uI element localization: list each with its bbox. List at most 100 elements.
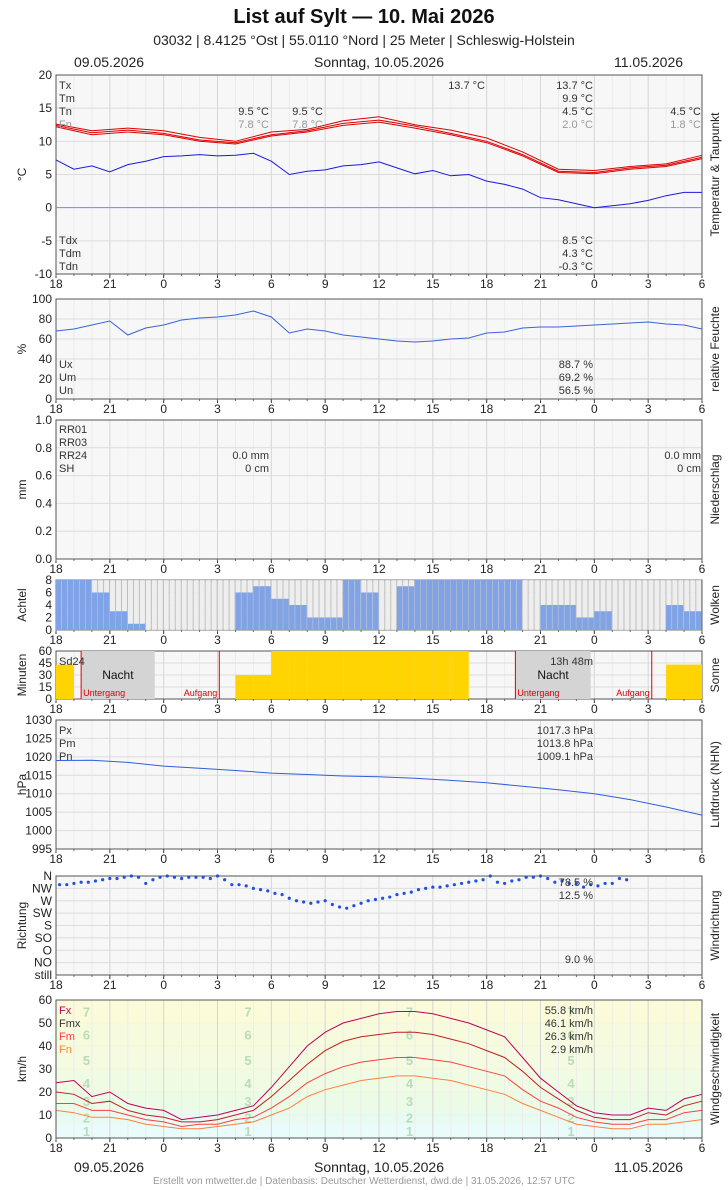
cloud-bar bbox=[289, 605, 295, 630]
temperature-xtick-label: 0 bbox=[591, 277, 598, 291]
pressure-legend-label: Px bbox=[59, 725, 72, 737]
humidity-ylabel: % bbox=[15, 343, 29, 354]
cloud-bar bbox=[492, 580, 499, 630]
beaufort-label: 6 bbox=[83, 1028, 90, 1043]
precip-day1-value: 0 cm bbox=[245, 463, 269, 475]
sunshine-xtick-label: 6 bbox=[268, 702, 275, 716]
wind-dir-point bbox=[373, 897, 378, 902]
sun-legend-label: Sd24 bbox=[59, 656, 85, 668]
precipitation-xtick-label: 18 bbox=[49, 562, 63, 576]
station-subtitle: 03032 | 8.4125 °Ost | 55.0110 °Nord | 25… bbox=[153, 32, 575, 48]
wind_speed-xtick-label: 21 bbox=[534, 1141, 548, 1155]
beaufort-label: 7 bbox=[567, 1005, 574, 1020]
temp-day-value: 13.7 °C bbox=[556, 80, 593, 92]
temp-day-value: 9.9 °C bbox=[562, 93, 593, 105]
cloud-bar bbox=[373, 592, 379, 630]
wind-dir-point bbox=[546, 876, 550, 881]
wind-dir-point bbox=[79, 880, 83, 884]
cloud-empty-bar bbox=[630, 579, 636, 631]
precipitation-ytick-label: 0.8 bbox=[35, 441, 52, 455]
humidity-xtick-label: 3 bbox=[645, 402, 652, 416]
humidity-ytick-label: 0 bbox=[45, 392, 52, 406]
wind_speed-xtick-label: 6 bbox=[268, 1141, 275, 1155]
wind-dir-point bbox=[388, 895, 392, 899]
cloud-bar bbox=[283, 598, 289, 630]
sunshine-xtick-label: 21 bbox=[103, 702, 117, 716]
cloud-bar bbox=[253, 586, 259, 630]
wind_speed-xtick-label: 18 bbox=[49, 1141, 63, 1155]
precip-legend-label: RR24 bbox=[59, 450, 87, 462]
wind-dir-point bbox=[409, 890, 413, 894]
beaufort-label: 6 bbox=[244, 1028, 251, 1043]
wind-dir-point bbox=[510, 879, 514, 883]
wind-dir-point bbox=[316, 900, 320, 904]
wind-dir-pct-2: 12.5 % bbox=[559, 890, 593, 902]
wind-dir-point bbox=[402, 891, 406, 895]
temperature-xtick-label: 3 bbox=[214, 277, 221, 291]
cloud-empty-bar bbox=[175, 579, 182, 631]
temp-day-value: 2.0 °C bbox=[562, 119, 593, 131]
temperature-xtick-label: 21 bbox=[103, 277, 117, 291]
beaufort-label: 6 bbox=[406, 1028, 413, 1043]
cloud-bar bbox=[510, 580, 516, 630]
wind-dir-point bbox=[151, 878, 155, 882]
humidity-value: 56.5 % bbox=[559, 385, 593, 397]
wind_direction-xtick-label: 21 bbox=[534, 978, 548, 992]
cloud-bar bbox=[432, 580, 439, 630]
precip-legend-label: SH bbox=[59, 463, 74, 475]
night-label: Nacht bbox=[537, 668, 569, 682]
cloud-bar bbox=[546, 605, 552, 630]
beaufort-label: 6 bbox=[567, 1028, 574, 1043]
cloud-bar bbox=[355, 580, 361, 630]
temperature-xtick-label: 9 bbox=[322, 277, 329, 291]
cloud-bar bbox=[582, 617, 588, 630]
beaufort-label: 3 bbox=[406, 1094, 413, 1109]
wind-dir-pct-1: 78.5 % bbox=[559, 877, 593, 889]
cloud-bar bbox=[121, 611, 128, 630]
pressure-xtick-label: 9 bbox=[322, 852, 329, 866]
cloud-empty-bar bbox=[384, 579, 391, 631]
precipitation-xtick-label: 3 bbox=[214, 562, 221, 576]
cloud-bar bbox=[684, 611, 690, 630]
precip-legend-label: RR01 bbox=[59, 424, 87, 436]
sunset-label: Untergang bbox=[83, 688, 125, 698]
wind_direction-ytick-label: W bbox=[41, 894, 53, 908]
precipitation-xtick-label: 3 bbox=[645, 562, 652, 576]
wind-dir-point bbox=[187, 875, 191, 879]
beaufort-label: 4 bbox=[406, 1076, 414, 1091]
clouds-xtick-label: 9 bbox=[322, 633, 329, 647]
wind-dir-point bbox=[180, 876, 184, 881]
cloud-empty-bar bbox=[390, 579, 397, 631]
humidity-xtick-label: 21 bbox=[103, 402, 117, 416]
wind-legend-label: Fx bbox=[59, 1005, 72, 1017]
precipitation-ytick-label: 0.0 bbox=[35, 552, 52, 566]
temp-series-tx bbox=[55, 116, 703, 172]
cloud-bar bbox=[468, 580, 475, 630]
wind-dir-point bbox=[395, 892, 399, 897]
cloud-empty-bar bbox=[139, 579, 146, 631]
cloud-bar bbox=[91, 592, 98, 630]
temperature-ylabel: °C bbox=[15, 167, 29, 181]
sun-bar bbox=[432, 651, 451, 699]
cloud-bar bbox=[420, 580, 427, 630]
wind_direction-xtick-label: 15 bbox=[426, 978, 440, 992]
wind_direction-ytick-label: NO bbox=[34, 956, 52, 970]
wind-dir-point bbox=[459, 881, 464, 886]
precipitation-ytick-label: 1.0 bbox=[35, 413, 52, 427]
footer-credit: Erstellt von mtwetter.de | Datenbasis: D… bbox=[153, 1176, 575, 1187]
sun-bar bbox=[56, 664, 74, 699]
cloud-bar bbox=[313, 617, 319, 630]
wind-dir-point bbox=[136, 875, 141, 879]
pressure-xtick-label: 3 bbox=[214, 852, 221, 866]
wind_speed-xtick-label: 18 bbox=[480, 1141, 494, 1155]
temperature-ytick-label: 5 bbox=[45, 168, 52, 182]
temperature-xtick-label: 3 bbox=[645, 277, 652, 291]
wind-dir-point bbox=[567, 881, 571, 886]
humidity-xtick-label: 18 bbox=[49, 402, 63, 416]
wind_speed-ylabel: km/h bbox=[15, 1056, 29, 1082]
cloud-bar bbox=[247, 592, 253, 630]
clouds-ytick-label: 6 bbox=[45, 586, 52, 600]
sun-bar bbox=[307, 651, 326, 699]
pressure-ytick-label: 1020 bbox=[25, 750, 52, 764]
cloud-bar bbox=[456, 580, 463, 630]
